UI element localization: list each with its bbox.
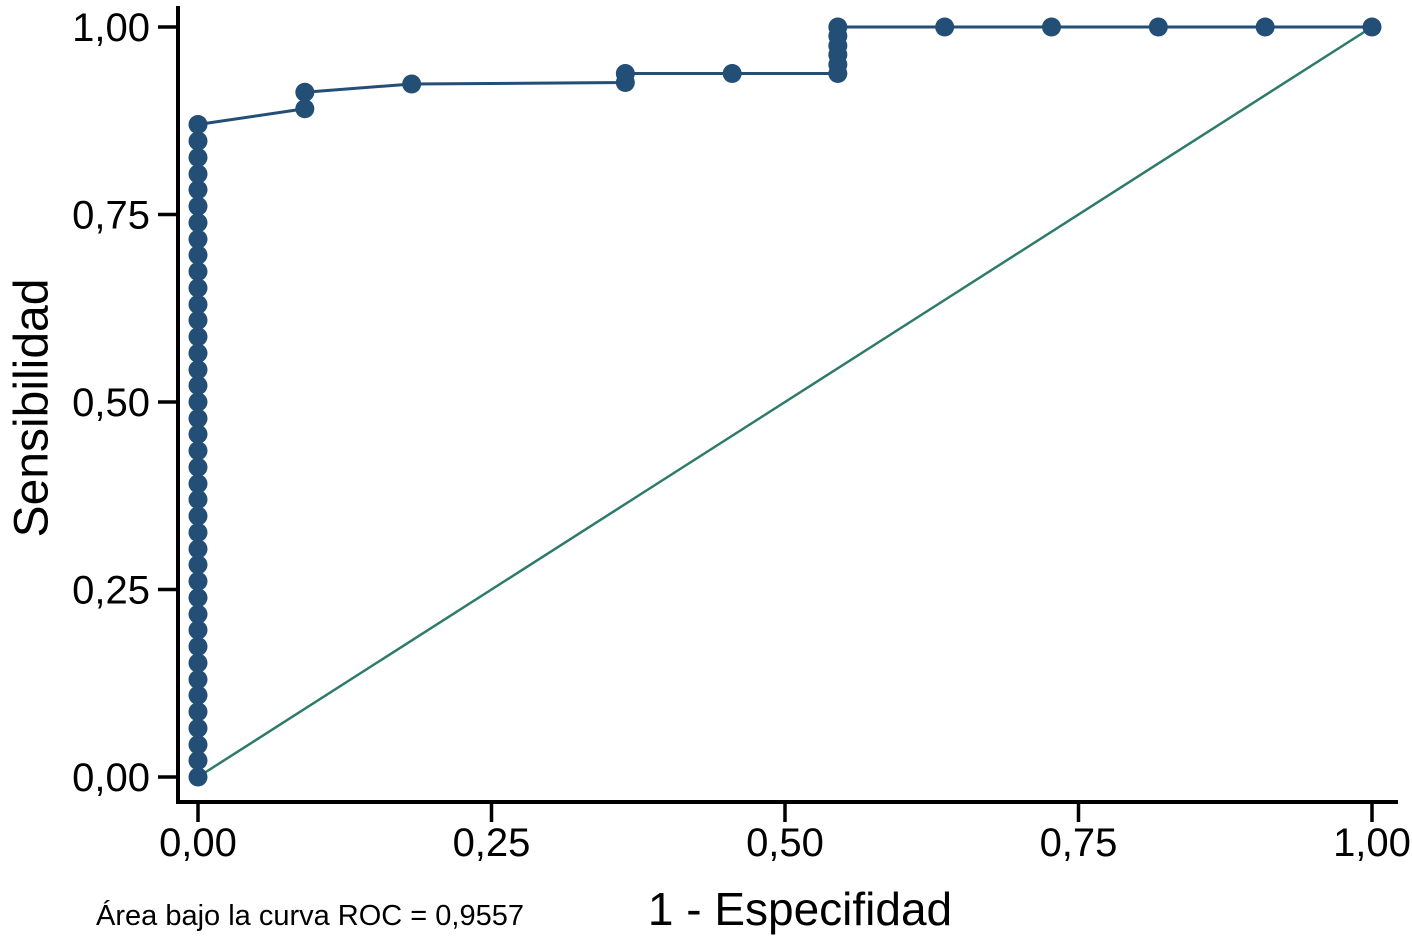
axes: 0,00 0,25 0,50 0,75 1,00 0,00 0,25 0,50 0,75 1,00 <box>72 6 1411 865</box>
roc-point <box>188 295 208 314</box>
roc-point <box>188 571 208 591</box>
roc-point <box>188 735 208 755</box>
reference-line <box>197 25 1373 779</box>
roc-point <box>188 327 208 347</box>
roc-point <box>188 115 208 134</box>
roc-point <box>188 262 208 281</box>
y-tick-label: 0,75 <box>72 194 150 238</box>
roc-point <box>1041 17 1061 37</box>
roc-point <box>188 424 208 444</box>
roc-point <box>188 360 208 380</box>
roc-point <box>935 17 955 37</box>
roc-point <box>188 196 208 216</box>
x-tick-label: 0,75 <box>1040 821 1118 865</box>
roc-point <box>188 245 208 265</box>
roc-point <box>188 637 208 656</box>
x-tick-label: 0,50 <box>746 821 824 865</box>
roc-point <box>188 457 208 477</box>
roc-point <box>188 376 208 395</box>
roc-point <box>828 17 848 37</box>
roc-point <box>188 604 208 624</box>
roc-point <box>1148 17 1168 37</box>
roc-point <box>188 441 208 461</box>
roc-point <box>188 229 208 249</box>
y-tick-label: 0,00 <box>72 756 150 800</box>
roc-point <box>188 670 208 689</box>
roc-point <box>402 74 422 94</box>
roc-point <box>188 539 208 559</box>
roc-point <box>188 653 208 673</box>
roc-point <box>188 278 208 298</box>
roc-point <box>1255 17 1275 37</box>
auc-caption: Área bajo la curva ROC = 0,9557 <box>96 900 524 932</box>
roc-point <box>188 718 208 738</box>
roc-point <box>295 99 315 119</box>
roc-point <box>188 310 208 330</box>
y-axis-title: Sensibilidad <box>5 278 59 538</box>
roc-point <box>188 148 208 167</box>
y-tick-label: 0,50 <box>72 381 150 425</box>
x-axis-title: 1 - Especifidad <box>647 883 953 935</box>
roc-point <box>188 588 208 608</box>
roc-point <box>188 392 208 412</box>
roc-point <box>188 751 208 770</box>
roc-point <box>188 343 208 363</box>
roc-point <box>188 702 208 722</box>
roc-point <box>188 767 208 787</box>
x-tick-label: 1,00 <box>1333 821 1411 865</box>
roc-point <box>722 64 742 83</box>
roc-point <box>188 523 208 542</box>
roc-point <box>188 490 208 509</box>
roc-point <box>1362 17 1382 37</box>
roc-point <box>188 409 208 428</box>
roc-point <box>188 180 208 200</box>
y-tick-label: 0,25 <box>72 569 150 613</box>
roc-point <box>188 620 208 640</box>
roc-point <box>188 685 208 705</box>
roc-point <box>615 64 635 83</box>
roc-points <box>188 17 1382 787</box>
roc-point <box>188 164 208 184</box>
x-tick-label: 0,00 <box>159 821 237 865</box>
roc-point <box>188 131 208 151</box>
roc-point <box>188 213 208 233</box>
x-tick-label: 0,25 <box>453 821 531 865</box>
y-tick-label: 1,00 <box>72 6 150 50</box>
roc-point <box>295 82 315 102</box>
roc-point <box>188 474 208 494</box>
roc-point <box>188 555 208 575</box>
roc-point <box>188 506 208 526</box>
